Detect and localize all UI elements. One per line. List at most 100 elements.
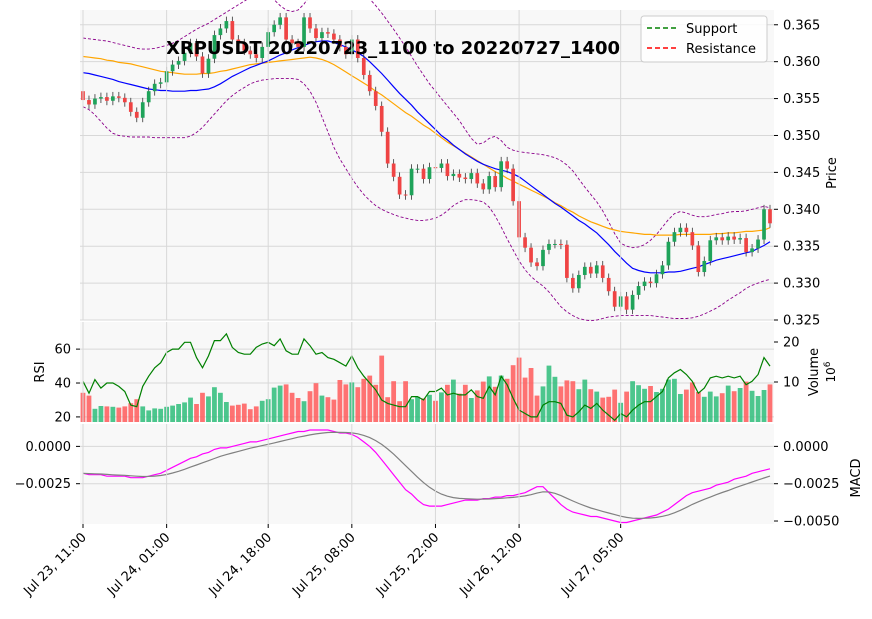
volume-bar (713, 396, 719, 422)
sma-line (82, 40, 771, 274)
volume-bar (660, 388, 665, 422)
candle-body (624, 296, 629, 310)
candle-body (361, 57, 366, 75)
candle-body (738, 238, 742, 240)
volume-bar (683, 389, 689, 422)
ema-line (82, 55, 771, 236)
volume-bar (319, 395, 325, 422)
volume-bar (128, 403, 134, 422)
volume-bar (594, 391, 600, 422)
volume-bar (462, 384, 468, 422)
candle-body (702, 260, 707, 273)
candle-body (469, 173, 474, 180)
x-tick-label: Jul 24, 01:00 (104, 530, 173, 599)
volume-bar (540, 386, 546, 422)
rsi-yticks: 20 40 60 (54, 343, 80, 425)
volume-bar (612, 389, 618, 422)
volume-bar (188, 397, 193, 422)
macd-line (82, 429, 771, 524)
volume-bar (492, 386, 498, 422)
candle-body (218, 28, 223, 36)
volume-bar (194, 404, 199, 422)
volume-bar (373, 384, 379, 422)
volume-bar (528, 368, 534, 422)
candle-body (481, 183, 486, 190)
x-tick-label: Jul 23, 11:00 (20, 530, 89, 599)
candle-body (296, 43, 300, 47)
volume-bar (486, 376, 492, 422)
macd-right-tick-label: −0.0050 (783, 515, 839, 530)
candle-body (475, 173, 480, 184)
candle-body (254, 54, 259, 58)
rsi-tick-label: 60 (54, 343, 71, 358)
candle-body (606, 277, 611, 292)
volume-bar (534, 395, 540, 422)
volume-bar (331, 399, 337, 422)
candle-body (750, 248, 754, 253)
candle-body (415, 168, 420, 170)
volume-bar (564, 380, 570, 422)
volume-bar (439, 392, 444, 422)
macd-panel: 0.0000 −0.0025 0.0000 −0.0025 −0.0050 MACD (15, 424, 864, 530)
volume-bar (241, 403, 247, 422)
candle-body (648, 281, 653, 284)
volume-bar (253, 406, 259, 422)
price-yticks: 0.325 0.330 0.335 0.340 0.345 0.350 0.355 0.360… (774, 18, 820, 329)
candle-body (457, 173, 462, 178)
price-tick-label: 0.325 (783, 314, 820, 329)
volume-bar (403, 381, 408, 422)
volume-bar (146, 410, 152, 422)
volume-bar (379, 355, 385, 422)
volume-bar (552, 376, 558, 422)
volume-bar (474, 390, 480, 422)
candle-body (284, 17, 288, 40)
volume-bar (755, 396, 761, 422)
volume-bar (235, 404, 241, 422)
volume-bar (648, 386, 653, 422)
volume-bar (86, 395, 92, 422)
candle-body (194, 43, 199, 57)
candle-body (379, 105, 384, 132)
macd-right-tick-label: 0.0000 (783, 440, 829, 455)
volume-bar (689, 382, 695, 422)
candle-body (326, 32, 330, 34)
candle-body (571, 277, 575, 289)
candle-body (403, 194, 408, 196)
candle-body (152, 83, 157, 92)
macd-signal-line (82, 431, 771, 520)
x-tick-label: Jul 26, 12:00 (457, 530, 526, 599)
volume-bar (182, 402, 187, 422)
volume-bar (134, 399, 140, 422)
candle-body (290, 39, 294, 44)
volume-bar (343, 384, 349, 422)
macd-yticks: 0.0000 −0.0025 0.0000 −0.0025 −0.0050 (15, 440, 840, 530)
volume-bar (749, 390, 755, 422)
volume-bar (176, 404, 181, 422)
candle-body (128, 102, 133, 112)
candle-body (696, 245, 701, 273)
candle-body (93, 98, 97, 105)
candle-body (547, 243, 551, 250)
macd-left-tick-label: −0.0025 (15, 477, 71, 492)
x-tick-label: Jul 25, 22:00 (373, 530, 442, 599)
rsi-tick-label: 20 (54, 410, 71, 425)
volume-tick-label: 20 (783, 336, 800, 351)
candle-body (762, 209, 766, 240)
volume-bar (289, 392, 295, 422)
volume-bar (98, 406, 104, 422)
volume-bar (122, 406, 128, 422)
candle-body (612, 291, 617, 307)
candle-body (756, 239, 760, 249)
candle-body (105, 97, 109, 101)
candle-body (248, 50, 253, 55)
candle-body (768, 209, 772, 224)
volume-bar (707, 391, 713, 422)
candle-body (116, 96, 121, 98)
candle-body (170, 64, 175, 72)
price-axis-label: Price (825, 157, 840, 189)
price-panel: 0.325 0.330 0.335 0.340 0.345 0.350 0.355 0.360… (80, 0, 840, 329)
candle-body (344, 46, 348, 55)
candle-body (726, 236, 731, 241)
volume-bar (504, 378, 510, 422)
candle-body (678, 227, 683, 233)
